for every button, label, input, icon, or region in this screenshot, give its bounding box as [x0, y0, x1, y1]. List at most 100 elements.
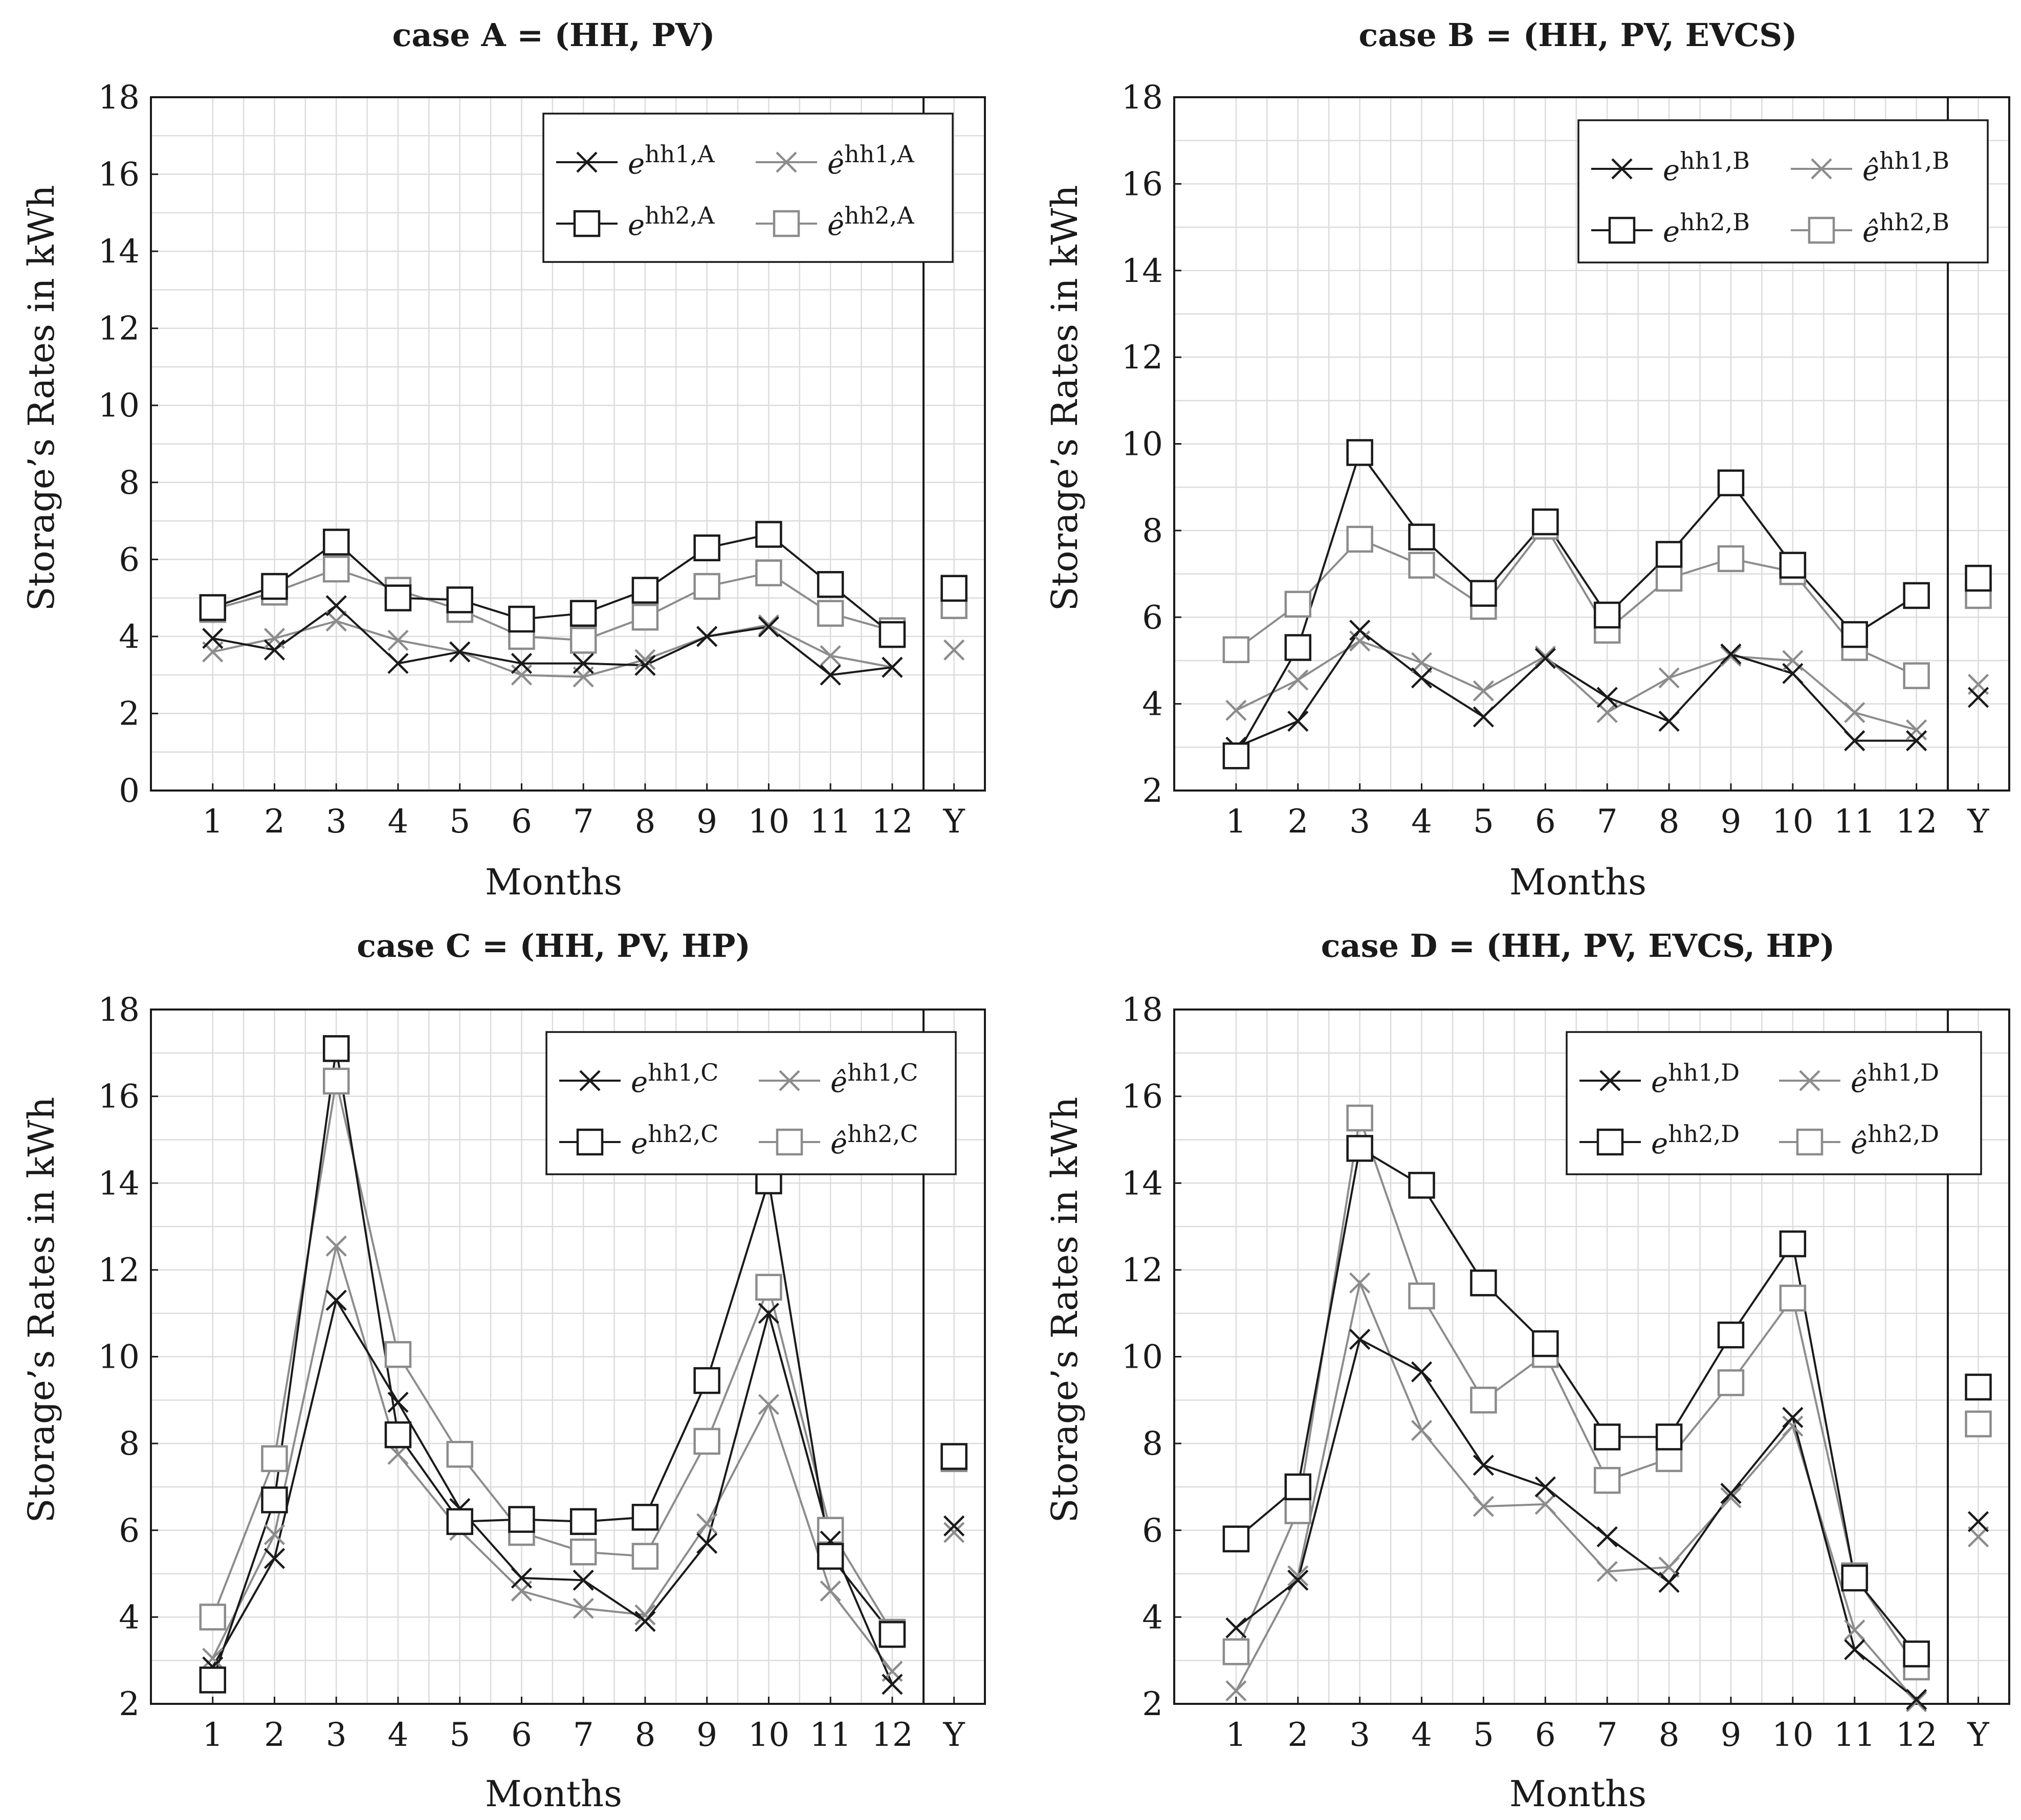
x-tick-label: 2	[1287, 803, 1308, 841]
data-point	[1779, 552, 1807, 579]
y-tick-label: 4	[119, 618, 140, 656]
x-tick-label: 10	[1772, 803, 1813, 841]
legend-superscript: hh2,B	[1879, 208, 1949, 236]
y-tick-label: 6	[1142, 1512, 1163, 1550]
legend-item: êhh1,A	[756, 140, 914, 181]
y-axis-label: Storage’s Rates in kWh	[20, 1097, 62, 1523]
data-point	[446, 586, 473, 613]
data-point	[820, 645, 841, 667]
data-point	[1284, 590, 1312, 618]
legend-item: êhh1,D	[1779, 1059, 1939, 1099]
x-tick-label: 4	[388, 803, 409, 841]
legend-marker	[1808, 216, 1835, 244]
y-tick-label: 6	[1142, 599, 1163, 637]
data-point	[1470, 580, 1497, 607]
data-point	[1222, 636, 1250, 664]
x-axis-label: Months	[1509, 1773, 1646, 1815]
data-point	[758, 614, 779, 635]
legend-label: ehh2,A	[628, 202, 715, 242]
year-data-point	[943, 639, 965, 661]
x-tick-label: 4	[1411, 1716, 1432, 1754]
legend-symbol: e	[631, 1066, 648, 1099]
data-point	[1225, 1617, 1247, 1639]
y-tick-label: 8	[1142, 512, 1163, 550]
legend-label: ehh1,D	[1651, 1059, 1740, 1099]
legend-box	[1566, 1031, 1982, 1175]
x-tick-label: 6	[1535, 1716, 1556, 1754]
series-line	[1235, 1117, 1918, 1668]
x-tick-label: Y	[1967, 803, 1989, 841]
data-point	[1222, 1525, 1250, 1552]
year-data-point	[1965, 1410, 1992, 1438]
series-line	[211, 1048, 893, 1681]
data-point	[1222, 1638, 1250, 1665]
data-point	[573, 1597, 594, 1619]
y-tick-label: 4	[119, 1598, 140, 1636]
legend-item: ehh1,B	[1591, 147, 1750, 187]
chart-panel-case-c: case C = (HH, PV, HP) Storage’s Rates in…	[20, 927, 986, 1815]
legend-marker	[776, 1128, 803, 1156]
x-tick-label: 3	[326, 803, 347, 841]
x-tick-label: 7	[1597, 1716, 1618, 1754]
x-tick-label: 6	[1535, 803, 1556, 841]
legend-marker	[1611, 158, 1633, 180]
data-point	[696, 626, 718, 647]
data-point	[817, 600, 844, 627]
data-point	[758, 616, 779, 638]
y-tick-label: 14	[1122, 252, 1163, 290]
x-tick-label: 10	[748, 803, 789, 841]
chart-title: case D = (HH, PV, EVCS, HP)	[1321, 927, 1835, 964]
data-point	[1349, 620, 1371, 641]
legend-label: êhh1,B	[1862, 147, 1949, 187]
data-point	[322, 1067, 350, 1095]
data-point	[1284, 1497, 1312, 1524]
legend-item: êhh2,C	[759, 1120, 918, 1160]
series-line	[1236, 628, 1917, 749]
data-point	[573, 652, 594, 674]
year-data-point	[943, 1515, 965, 1537]
y-tick-label: 12	[98, 310, 140, 348]
data-point	[261, 573, 288, 600]
legend-item: êhh2,A	[756, 202, 914, 242]
y-tick-label: 18	[1122, 79, 1163, 117]
data-point	[1906, 1691, 1927, 1713]
legend-symbol: ê	[830, 1066, 847, 1099]
y-tick-label: 18	[1122, 991, 1163, 1029]
legend-marker	[779, 1070, 800, 1091]
data-point	[1844, 1619, 1865, 1641]
legend-marker	[579, 1070, 601, 1091]
legend-box	[542, 113, 954, 263]
data-point	[1287, 1565, 1309, 1587]
data-point	[882, 656, 903, 678]
series-line	[211, 1297, 893, 1685]
data-point	[1287, 669, 1309, 691]
x-tick-label: 3	[326, 1716, 347, 1754]
x-tick-label: 11	[1834, 1716, 1875, 1754]
x-tick-label: 10	[748, 1716, 789, 1754]
y-tick-label: 2	[119, 1685, 140, 1723]
legend-item: ehh2,B	[1591, 208, 1750, 249]
data-point	[573, 1569, 594, 1591]
legend-superscript: hh1,B	[1680, 147, 1750, 174]
data-point	[1596, 1526, 1618, 1548]
data-point	[1346, 1104, 1373, 1132]
data-point	[261, 1445, 288, 1473]
data-point	[1470, 1387, 1497, 1414]
y-tick-label: 10	[98, 1339, 140, 1376]
x-tick-label: 11	[809, 803, 851, 841]
legend-superscript: hh2,A	[645, 202, 715, 229]
legend-symbol: ê	[830, 1127, 847, 1160]
data-point	[1473, 1454, 1495, 1476]
data-point	[1346, 1135, 1373, 1162]
data-point	[631, 577, 659, 604]
y-tick-label: 6	[119, 1512, 140, 1550]
data-point	[569, 627, 597, 654]
legend-label: êhh1,A	[827, 140, 914, 181]
data-point	[1473, 680, 1495, 701]
data-point	[1658, 667, 1680, 689]
legend-symbol: e	[1651, 1127, 1668, 1160]
data-point	[1717, 469, 1745, 496]
x-tick-label: 1	[202, 803, 223, 841]
data-point	[325, 1235, 347, 1257]
y-tick-label: 4	[1142, 1598, 1163, 1636]
